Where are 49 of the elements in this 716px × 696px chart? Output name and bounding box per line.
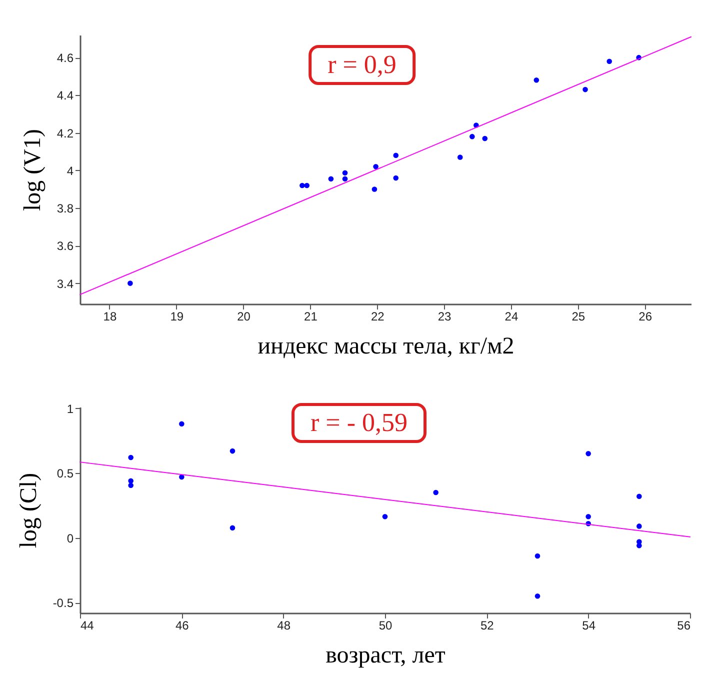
x-tick-label: 26 — [638, 310, 652, 324]
point — [328, 176, 334, 182]
point — [304, 182, 310, 188]
x-tick-label: 20 — [237, 310, 251, 324]
point — [373, 164, 378, 170]
point — [128, 280, 133, 286]
y-tick-label: 4.2 — [56, 126, 74, 140]
point — [372, 186, 378, 192]
x-tick-label: 52 — [480, 618, 494, 632]
point — [300, 182, 305, 188]
x-tick-label: 22 — [370, 310, 385, 324]
x-tick-label: 54 — [582, 618, 596, 632]
y-tick-label: 3.4 — [56, 276, 74, 291]
y-tick-label: -0.5 — [52, 596, 74, 610]
point — [457, 154, 463, 160]
point — [482, 136, 488, 142]
y-tick-label: 4.4 — [56, 88, 74, 103]
x-tick-label: 44 — [80, 618, 94, 632]
x-axis-title: индекс массы тела, кг/м2 — [258, 334, 514, 360]
y-tick-label: 4.6 — [56, 51, 74, 66]
y-tick-label: 0.5 — [56, 466, 74, 481]
point — [342, 176, 348, 182]
y-tick-label: 1 — [66, 402, 74, 416]
point — [470, 134, 475, 140]
x-tick-label: 25 — [572, 310, 586, 324]
point — [342, 170, 348, 176]
point — [393, 175, 399, 181]
x-tick-label: 24 — [504, 310, 518, 324]
point — [582, 86, 588, 92]
x-tick-label: 18 — [103, 310, 117, 324]
x-tick-label: 21 — [304, 310, 318, 324]
x-tick-label: 50 — [378, 618, 392, 632]
point — [393, 152, 399, 158]
y-tick-label: 0 — [66, 531, 74, 546]
annotation: r = - 0,59 — [292, 403, 426, 443]
annotation: r = 0,9 — [308, 45, 416, 85]
x-tick-label: 46 — [175, 618, 190, 632]
x-tick-label: 48 — [277, 618, 291, 632]
x-tick-label: 19 — [170, 310, 184, 324]
point — [606, 58, 612, 64]
x-axis-title: возраст, лет — [326, 642, 446, 668]
y-tick-label: 3.6 — [56, 239, 74, 254]
x-tick-label: 23 — [438, 310, 452, 324]
y-tick-label: 4 — [66, 164, 74, 178]
y-axis-title: log (Cl) — [16, 472, 42, 548]
x-tick-label: 56 — [677, 618, 691, 632]
y-axis-title: log (V1) — [20, 129, 46, 211]
point — [534, 78, 540, 83]
y-tick-label: 3.8 — [56, 202, 74, 216]
